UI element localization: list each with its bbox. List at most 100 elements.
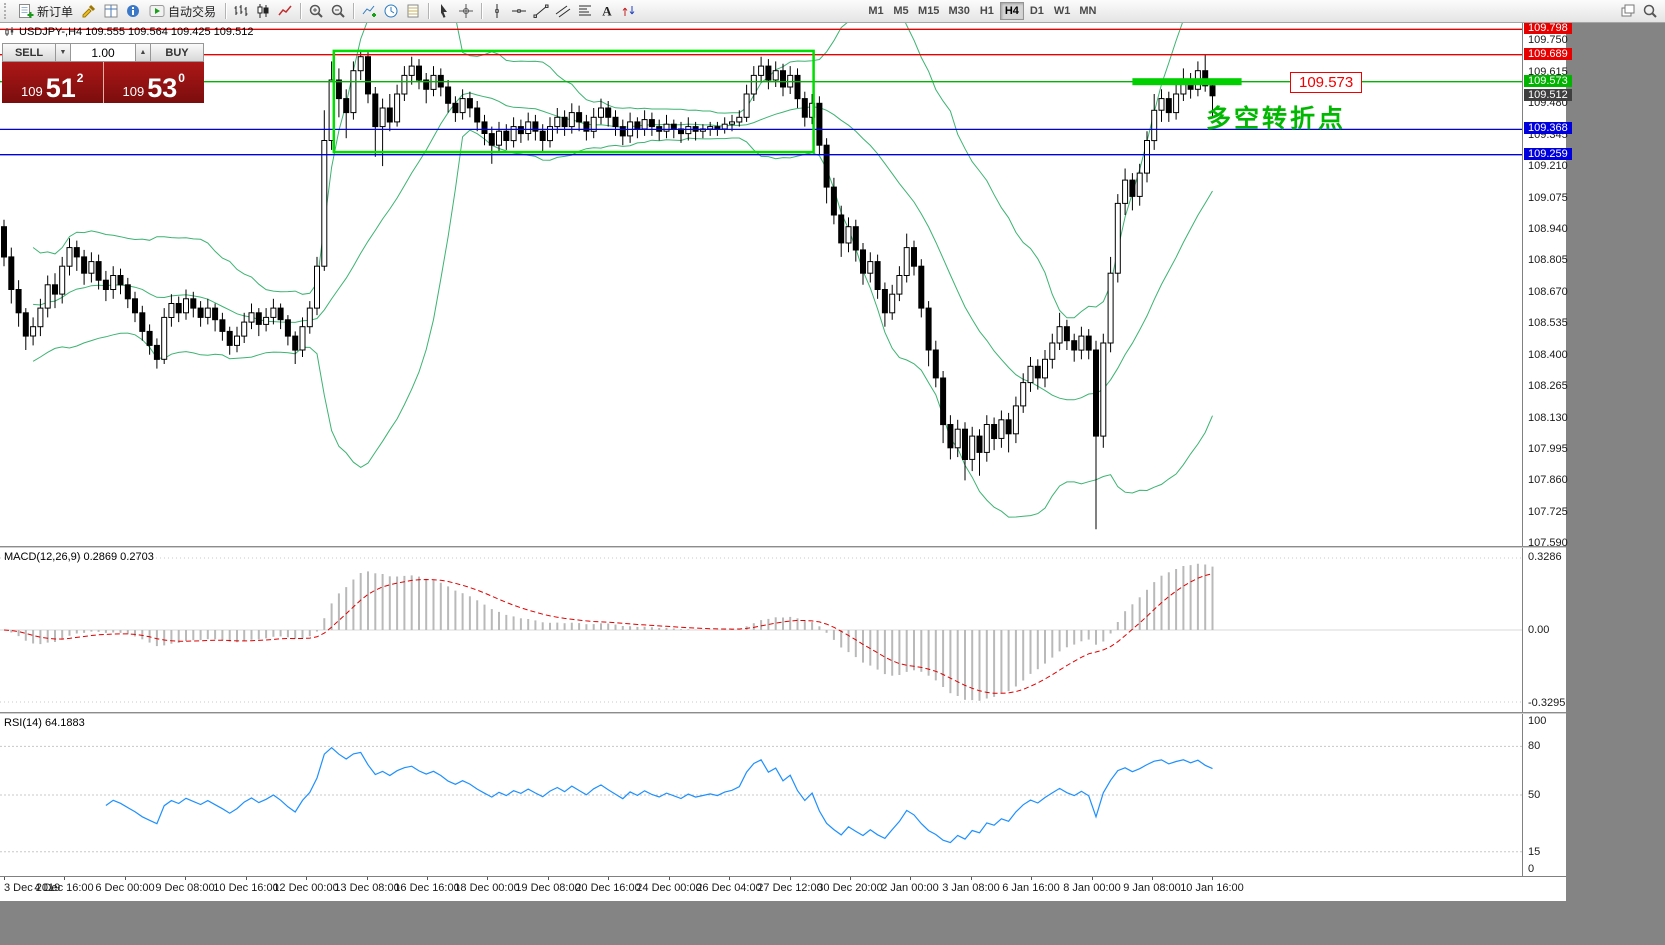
price-axis[interactable]: 109.750 109.615 109.480 109.345 109.210 109.0… <box>1522 22 1572 549</box>
time-label: 30 Dec 20:00 <box>817 882 883 894</box>
toolbar-right-group <box>1617 1 1661 21</box>
price-line-label: 109.368 <box>1524 122 1572 134</box>
timeframe-button-m5[interactable]: M5 <box>893 5 909 17</box>
time-label: 16 Dec 16:00 <box>394 882 460 894</box>
svg-text:A: A <box>602 4 612 19</box>
timeframe-button-m30[interactable]: M30 <box>948 5 970 17</box>
time-tick <box>246 877 247 880</box>
timeframe-button-m1[interactable]: M1 <box>868 5 884 17</box>
metaeditor-button[interactable] <box>78 1 100 21</box>
horizontal-line-icon <box>512 9 527 13</box>
price-tick: 109.750 <box>1528 34 1568 46</box>
macd-plot-area[interactable]: MACD(12,26,9) 0.2869 0.2703 <box>0 548 1522 712</box>
time-label: 3 Dec 2019 <box>4 882 61 894</box>
horizontal-line-button[interactable] <box>508 1 530 21</box>
rsi-axis-tick: 15 <box>1528 846 1541 858</box>
time-label: 27 Dec 12:00 <box>757 882 823 894</box>
windows-button[interactable] <box>1617 1 1639 21</box>
time-tick <box>1092 877 1093 880</box>
channel-button[interactable] <box>552 1 574 21</box>
vertical-line-button[interactable] <box>486 1 508 21</box>
timeframe-button-w1[interactable]: W1 <box>1053 5 1071 17</box>
bar-chart-icon <box>234 5 248 16</box>
volume-down-button[interactable]: ▼ <box>56 43 70 62</box>
rsi-axis-tick: 50 <box>1528 789 1541 801</box>
cursor-button[interactable] <box>433 1 455 21</box>
macd-svg <box>0 557 1522 703</box>
info-button[interactable] <box>122 1 144 21</box>
templates-button[interactable] <box>402 1 424 21</box>
periods-clock-icon <box>384 4 398 18</box>
toolbar-separator <box>428 3 430 19</box>
search-icon <box>1643 4 1657 18</box>
time-tick <box>487 877 488 880</box>
sell-price-button[interactable]: 109 51 2 <box>2 62 103 103</box>
fibonacci-button[interactable] <box>574 1 596 21</box>
candlestick-chart-button[interactable] <box>252 1 274 21</box>
periods-button[interactable] <box>380 1 402 21</box>
indicators-button[interactable] <box>358 1 380 21</box>
price-tick: 108.130 <box>1528 412 1568 424</box>
chart-plot-area[interactable]: USDJPY-,H4 109.555 109.564 109.425 109.5… <box>0 23 1522 546</box>
macd-panel: MACD(12,26,9) 0.2869 0.2703 0.3286 0.00 -0… <box>0 548 1566 712</box>
templates-icon <box>407 4 419 18</box>
trendline-button[interactable] <box>530 1 552 21</box>
autotrading-button[interactable]: 自动交易 <box>144 1 221 21</box>
time-label: 8 Jan 00:00 <box>1063 882 1121 894</box>
sell-button[interactable]: SELL <box>2 43 56 62</box>
price-tick: 107.860 <box>1528 474 1568 486</box>
indicators-icon <box>362 5 377 17</box>
time-tick <box>1152 877 1153 880</box>
sell-price-pip: 2 <box>76 71 84 85</box>
panel-splitter[interactable] <box>0 546 1566 548</box>
bid-price-label: 109.512 <box>1524 89 1572 101</box>
bar-chart-button[interactable] <box>230 1 252 21</box>
zoom-out-icon <box>331 4 345 18</box>
timeframe-button-m15[interactable]: M15 <box>918 5 940 17</box>
time-tick <box>427 877 428 880</box>
price-callout-label[interactable]: 109.573 <box>1290 72 1363 93</box>
timeframe-button-h1[interactable]: H1 <box>979 5 994 17</box>
volume-input[interactable]: 1.00 <box>70 43 136 62</box>
timeframe-button-d1[interactable]: D1 <box>1029 5 1044 17</box>
timeframe-button-h4[interactable]: H4 <box>999 2 1024 20</box>
macd-axis-max: 0.3286 <box>1528 551 1562 563</box>
zoom-in-button[interactable] <box>305 1 327 21</box>
buy-price-big: 53 <box>147 72 178 103</box>
windows-icon <box>1621 4 1635 17</box>
macd-axis[interactable]: 0.3286 0.00 -0.3295 <box>1522 548 1566 712</box>
buy-button[interactable]: BUY <box>150 43 204 62</box>
macd-label: MACD(12,26,9) 0.2869 0.2703 <box>4 551 154 563</box>
main-toolbar: 新订单 自动交易 <box>0 0 1665 23</box>
volume-up-button[interactable]: ▲ <box>136 43 150 62</box>
toolbar-separator <box>300 3 302 19</box>
price-line-label: 109.798 <box>1524 22 1572 34</box>
timeframe-button-mn[interactable]: MN <box>1079 5 1097 17</box>
buy-price-small: 109 <box>122 83 145 99</box>
rsi-label: RSI(14) 64.1883 <box>4 717 85 729</box>
market-watch-button[interactable] <box>100 1 122 21</box>
text-button[interactable]: A <box>596 1 618 21</box>
time-tick <box>4 877 5 880</box>
price-line-label: 109.689 <box>1524 48 1572 60</box>
rsi-panel: RSI(14) 64.1883 100 80 50 15 0 <box>0 714 1566 876</box>
line-chart-button[interactable] <box>274 1 296 21</box>
macd-histogram <box>10 563 1214 701</box>
rsi-axis[interactable]: 100 80 50 15 0 <box>1522 714 1566 876</box>
buy-price-button[interactable]: 109 53 0 <box>102 62 204 103</box>
time-tick <box>1212 877 1213 880</box>
search-button[interactable] <box>1639 1 1661 21</box>
time-axis[interactable]: 3 Dec 2019 4 Dec 16:00 6 Dec 00:00 9 Dec 08… <box>0 876 1566 901</box>
new-order-button[interactable]: 新订单 <box>13 1 78 21</box>
zoom-out-button[interactable] <box>327 1 349 21</box>
price-chart-svg <box>0 23 1522 530</box>
time-tick <box>971 877 972 880</box>
rsi-plot-area[interactable]: RSI(14) 64.1883 <box>0 714 1522 876</box>
rsi-axis-tick: 0 <box>1528 863 1535 875</box>
cursor-icon <box>441 4 448 18</box>
one-click-trading-panel: SELL ▼ 1.00 ▲ BUY 109 51 2 109 53 0 <box>2 43 204 103</box>
toolbar-grip[interactable] <box>4 3 9 19</box>
arrows-button[interactable] <box>618 1 640 21</box>
panel-splitter[interactable] <box>0 712 1566 714</box>
crosshair-button[interactable] <box>455 1 477 21</box>
